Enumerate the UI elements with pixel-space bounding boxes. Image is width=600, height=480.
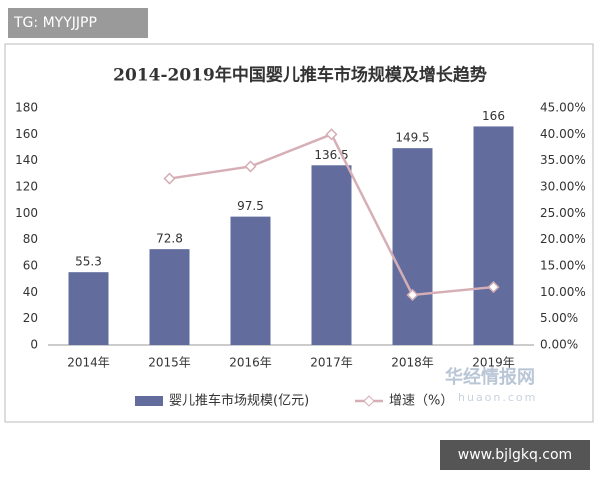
bar	[392, 148, 433, 345]
bar	[68, 272, 109, 345]
data-label: 72.8	[156, 232, 183, 246]
data-label: 55.3	[75, 255, 102, 269]
y-tick-label: 40	[23, 285, 38, 299]
watermark: 华经情报网	[445, 366, 535, 388]
watermark-box	[440, 440, 590, 470]
y2-tick-label: 15.00%	[540, 259, 586, 273]
line-marker	[244, 160, 257, 173]
y2-tick-label: 40.00%	[540, 127, 586, 141]
y-tick-label: 140	[15, 153, 38, 167]
y2-tick-label: 35.00%	[540, 153, 586, 167]
bar	[311, 165, 352, 345]
line-marker	[325, 128, 338, 141]
y2-tick-label: 10.00%	[540, 285, 586, 299]
y2-tick-label: 25.00%	[540, 206, 586, 220]
x-tick-label: 2018年	[391, 356, 434, 370]
y2-tick-label: 30.00%	[540, 180, 586, 194]
legend-swatch	[363, 395, 375, 407]
y-tick-label: 180	[15, 101, 38, 115]
legend-label: 婴儿推车市场规模(亿元)	[169, 393, 309, 409]
x-tick-label: 2017年	[310, 356, 353, 370]
y2-tick-label: 20.00%	[540, 232, 586, 246]
y-tick-label: 80	[23, 232, 38, 246]
watermark: www.bjlgkq.com	[458, 447, 572, 463]
bar	[149, 249, 190, 345]
y2-tick-label: 5.00%	[540, 311, 578, 325]
bar	[230, 216, 271, 345]
x-tick-label: 2016年	[229, 356, 272, 370]
line-marker	[163, 172, 176, 185]
y-tick-label: 120	[15, 180, 38, 194]
bar	[473, 126, 514, 345]
y-tick-label: 160	[15, 127, 38, 141]
legend-label: 增速（%）	[389, 394, 453, 409]
y-tick-label: 100	[15, 206, 38, 220]
y-tick-label: 60	[23, 259, 38, 273]
watermark: huaon.com	[458, 391, 537, 404]
data-label: 166	[482, 109, 505, 123]
data-label: 149.5	[395, 131, 429, 145]
y2-tick-label: 45.00%	[540, 101, 586, 115]
data-label: 97.5	[237, 199, 264, 213]
chart-title: 2014-2019年中国婴儿推车市场规模及增长趋势	[113, 65, 487, 86]
x-tick-label: 2019年	[472, 356, 515, 370]
line-marker	[406, 288, 419, 302]
legend-swatch	[135, 396, 163, 406]
y-tick-label: 0	[30, 338, 38, 352]
watermark-box	[8, 8, 148, 38]
line-marker	[487, 281, 500, 294]
y-tick-label: 20	[23, 311, 38, 325]
x-tick-label: 2014年	[67, 356, 110, 370]
watermark: TG: MYYJJPP	[13, 15, 97, 31]
y2-tick-label: 0.00%	[540, 338, 578, 352]
x-tick-label: 2015年	[148, 356, 191, 370]
